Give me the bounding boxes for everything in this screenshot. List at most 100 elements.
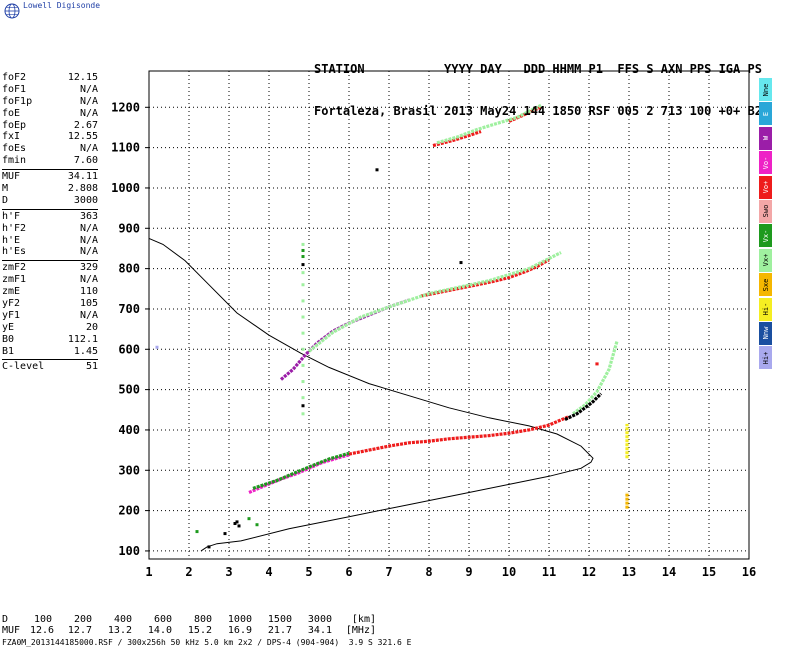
parameter-row: foEs N/A xyxy=(2,143,98,155)
table-row-label: MUF xyxy=(2,625,21,636)
echo-point xyxy=(301,248,305,252)
legend-label: Vx- xyxy=(761,229,770,243)
legend-label: W xyxy=(761,136,770,141)
y-tick-label: 100 xyxy=(118,544,140,558)
parameter-row: zmF1 N/A xyxy=(2,274,98,286)
legend-item: Nnw xyxy=(759,321,772,345)
legend-item: Swo xyxy=(759,199,772,223)
echo-point xyxy=(301,380,305,384)
file-info: FZA0M_2013144185000.RSF / 300x256h 50 kH… xyxy=(2,638,412,647)
header-values: Fortaleza, Brasil 2013 May24 144 1850 RS… xyxy=(314,104,762,118)
table-cell: 15.2 xyxy=(187,625,212,636)
echo-trace xyxy=(420,258,550,298)
table-cell: 200 xyxy=(73,614,92,625)
parameter-name: foEp xyxy=(2,119,27,131)
echo-point xyxy=(301,404,305,408)
y-tick-label: 600 xyxy=(118,342,140,356)
parameter-row: h'F 363 xyxy=(2,211,98,223)
parameter-value: 51 xyxy=(85,361,98,373)
x-tick-label: 9 xyxy=(465,565,472,579)
parameter-value: 7.60 xyxy=(73,155,98,167)
echo-point xyxy=(375,168,379,172)
legend-item: W xyxy=(759,126,772,150)
legend-label: E xyxy=(761,111,770,116)
x-tick-label: 3 xyxy=(225,565,232,579)
parameter-name: M xyxy=(2,183,9,195)
echo-point xyxy=(207,545,211,549)
parameter-name: yF2 xyxy=(2,298,21,310)
echo-point xyxy=(459,261,463,265)
legend-item: Nne xyxy=(759,78,772,101)
echo-point xyxy=(301,299,305,303)
parameter-name: B0 xyxy=(2,333,15,345)
parameter-row: yF2 105 xyxy=(2,298,98,310)
parameter-name: zmF1 xyxy=(2,274,27,286)
parameter-name: foEs xyxy=(2,143,27,155)
parameter-name: foF1 xyxy=(2,83,27,95)
echo-point xyxy=(301,412,305,416)
parameter-row: B0 112.1 xyxy=(2,334,98,346)
x-tick-label: 14 xyxy=(662,565,676,579)
x-tick-label: 1 xyxy=(145,565,152,579)
parameter-value: N/A xyxy=(79,246,98,258)
parameter-value: 20 xyxy=(85,321,98,333)
legend-item: Hi+ xyxy=(759,346,772,370)
parameter-value: 1.45 xyxy=(73,345,98,357)
parameter-name: C-level xyxy=(2,361,45,373)
echo-point xyxy=(301,283,305,287)
station-header: STATION YYYY DAY DDD HHMM P1 FFS S AXN P… xyxy=(314,34,762,132)
y-tick-label: 1100 xyxy=(111,141,140,155)
echo-point xyxy=(301,315,305,319)
trace-series xyxy=(148,103,629,552)
parameter-row: foF2 12.15 xyxy=(2,72,98,84)
legend-item: Vo- xyxy=(759,151,772,175)
echo-trace xyxy=(348,415,570,456)
parameter-separator xyxy=(2,208,98,210)
echo-trace xyxy=(252,451,350,490)
parameter-row: foF1 N/A xyxy=(2,84,98,96)
parameter-value: 2.67 xyxy=(73,119,98,131)
table-cell: 100 xyxy=(33,614,52,625)
x-tick-label: 6 xyxy=(345,565,352,579)
parameter-name: foF2 xyxy=(2,72,27,83)
echo-trace xyxy=(432,129,482,148)
legend-label: Nnw xyxy=(761,327,770,340)
echo-trace xyxy=(308,251,562,353)
echo-point xyxy=(237,524,241,528)
table-cell: 16.9 xyxy=(227,625,252,636)
legend-label: Sxe xyxy=(761,278,770,291)
app-logo-text: Lowell Digisonde xyxy=(23,1,101,10)
x-tick-label: 8 xyxy=(425,565,432,579)
parameter-separator xyxy=(2,169,98,171)
table-cell: 3000 xyxy=(307,614,332,625)
echo-point xyxy=(155,345,159,349)
table-cell: 21.7 xyxy=(267,625,292,636)
globe-icon xyxy=(4,3,20,19)
parameter-value: N/A xyxy=(79,274,98,286)
header-columns: STATION YYYY DAY DDD HHMM P1 FFS S AXN P… xyxy=(314,62,762,76)
echo-point xyxy=(235,520,239,524)
parameter-value: 2.808 xyxy=(67,183,98,195)
legend-label: Vo- xyxy=(761,156,770,169)
echo-point xyxy=(301,271,305,275)
parameter-name: B1 xyxy=(2,345,15,357)
parameter-value: 363 xyxy=(79,210,98,222)
x-tick-label: 15 xyxy=(702,565,716,579)
x-tick-label: 7 xyxy=(385,565,392,579)
legend-label: Vx+ xyxy=(761,253,770,267)
y-tick-label: 400 xyxy=(118,423,140,437)
parameter-name: D xyxy=(2,194,9,206)
y-tick-label: 200 xyxy=(118,504,140,518)
y-tick-label: 800 xyxy=(118,262,140,276)
legend-label: Nne xyxy=(761,83,770,96)
parameter-name: h'E xyxy=(2,234,21,246)
table-cell: 14.0 xyxy=(147,625,172,636)
plot-frame xyxy=(148,70,750,560)
echo-point xyxy=(223,532,227,536)
table-cell: 1000 xyxy=(227,614,252,625)
table-unit: [MHz] xyxy=(345,625,376,636)
parameter-row: fxI 12.55 xyxy=(2,131,98,143)
parameter-value: N/A xyxy=(79,222,98,234)
echo-point xyxy=(301,331,305,335)
